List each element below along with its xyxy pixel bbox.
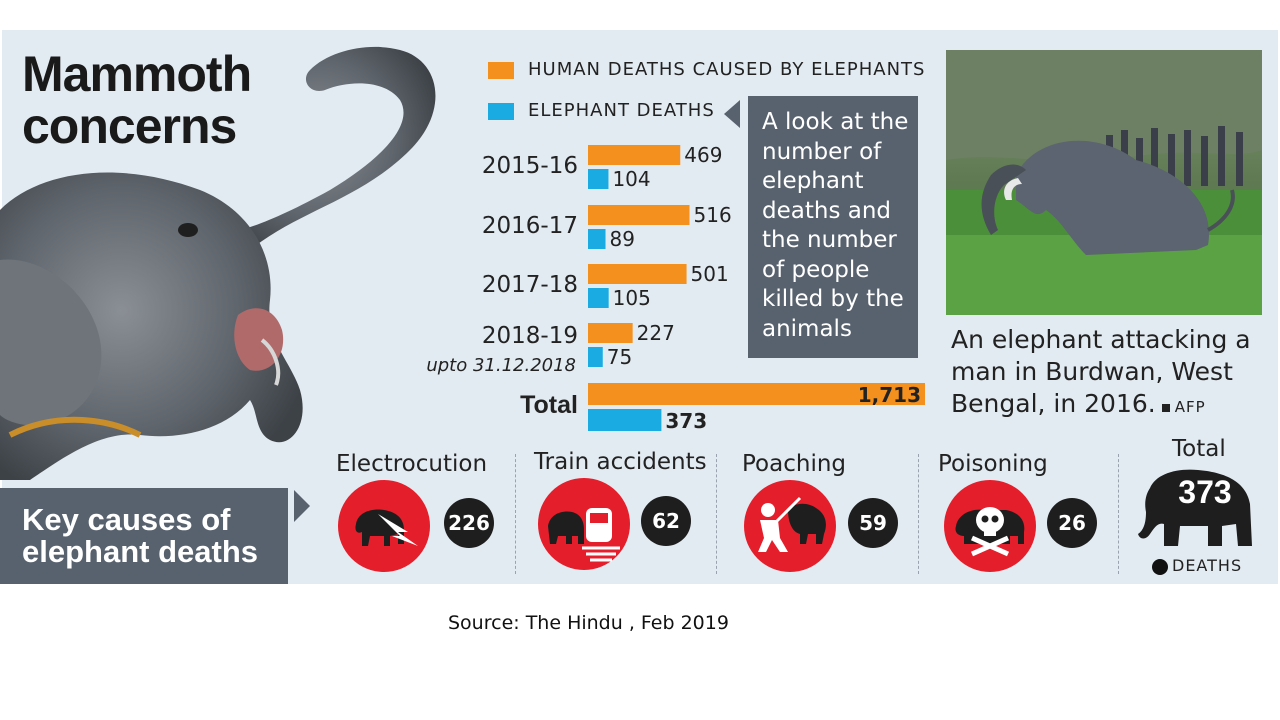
cause-count-poaching: 59 (848, 498, 898, 548)
photo-caption: An elephant attacking a man in Burdwan, … (951, 324, 1271, 423)
causes-title: Key causes of elephant deaths (22, 504, 258, 568)
source-note: Source: The Hindu , Feb 2019 (448, 612, 729, 634)
caption-text: An elephant attacking a man in Burdwan, … (951, 325, 1251, 418)
title-line-2: concerns (22, 98, 237, 154)
cause-divider (918, 454, 919, 574)
total-deaths-unit: DEATHS (1152, 556, 1242, 575)
photo-credit: AFP (1162, 398, 1206, 416)
skull-elephant-icon (944, 480, 1036, 572)
page-title: Mammoth concerns (22, 46, 252, 154)
note-pointer (724, 100, 740, 128)
legend-elephant-deaths: ELEPHANT DEATHS (488, 100, 715, 121)
cause-label-poaching: Poaching (742, 451, 847, 477)
legend-human-deaths: HUMAN DEATHS CAUSED BY ELEPHANTS (488, 59, 925, 80)
cause-divider (716, 454, 717, 574)
causes-title-line-2: elephant deaths (22, 534, 258, 569)
lightning-elephant-icon (338, 480, 430, 572)
note-box (748, 96, 918, 358)
total-deaths-value: 373 (1178, 474, 1232, 510)
title-line-1: Mammoth (22, 46, 252, 102)
cause-label-train-accidents: Train accidents (534, 449, 707, 475)
train-elephant-icon (538, 478, 630, 570)
cause-count-train-accidents: 62 (641, 496, 691, 546)
cause-label-electrocution: Electrocution (336, 451, 488, 477)
elephant-silhouette-icon (1138, 469, 1252, 546)
causes-title-box (0, 488, 288, 584)
total-label: Total (1172, 436, 1226, 462)
news-photo (946, 50, 1262, 315)
causes-pointer (294, 490, 310, 522)
elephant-illustration (0, 46, 436, 480)
cause-label-poisoning: Poisoning (938, 451, 1048, 477)
legend-label-elephant: ELEPHANT DEATHS (528, 100, 715, 121)
legend-label-human: HUMAN DEATHS CAUSED BY ELEPHANTS (528, 59, 926, 80)
cause-divider (1118, 454, 1119, 574)
note-text: A look at the number of elephant deaths … (762, 109, 909, 342)
poacher-elephant-icon (744, 480, 836, 572)
cause-divider (515, 454, 516, 574)
cause-count-poisoning: 26 (1047, 498, 1097, 548)
legend-swatch-elephant (488, 102, 514, 120)
causes-title-line-1: Key causes of (22, 502, 231, 537)
cause-count-electrocution: 226 (444, 498, 494, 548)
legend-swatch-human (488, 61, 514, 79)
